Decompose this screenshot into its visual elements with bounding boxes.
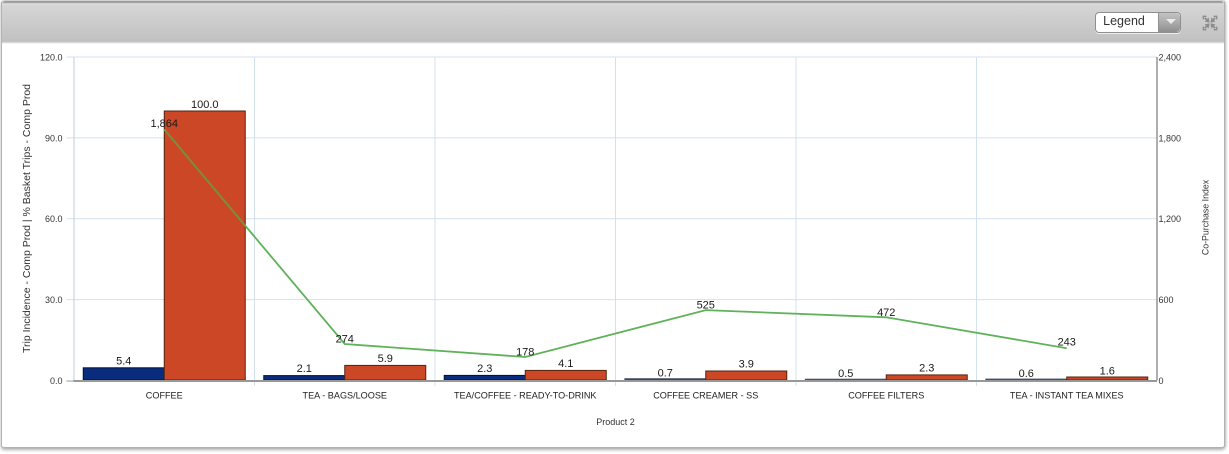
svg-text:0.7: 0.7 <box>658 368 673 380</box>
svg-text:Trip Incidence - Comp Prod | %: Trip Incidence - Comp Prod | % Basket Tr… <box>21 84 33 353</box>
svg-text:1.6: 1.6 <box>1100 366 1115 378</box>
svg-text:60.0: 60.0 <box>45 214 63 224</box>
svg-text:COFFEE CREAMER - SS: COFFEE CREAMER - SS <box>653 391 758 401</box>
svg-text:0.5: 0.5 <box>838 368 853 380</box>
svg-text:120.0: 120.0 <box>40 52 63 62</box>
svg-text:90.0: 90.0 <box>45 133 63 143</box>
svg-text:TEA - INSTANT TEA MIXES: TEA - INSTANT TEA MIXES <box>1010 391 1124 401</box>
svg-text:243: 243 <box>1058 337 1076 349</box>
svg-text:1,800: 1,800 <box>1159 133 1182 143</box>
svg-text:0.0: 0.0 <box>50 376 63 386</box>
svg-text:Co-Purchase Index: Co-Purchase Index <box>1201 179 1211 255</box>
svg-text:5.4: 5.4 <box>116 355 131 367</box>
svg-text:1,864: 1,864 <box>150 118 178 130</box>
svg-text:472: 472 <box>877 307 895 319</box>
svg-text:5.9: 5.9 <box>378 353 393 365</box>
svg-text:178: 178 <box>516 347 534 359</box>
svg-text:3.9: 3.9 <box>739 359 754 371</box>
svg-text:TEA/COFFEE - READY-TO-DRINK: TEA/COFFEE - READY-TO-DRINK <box>454 391 596 401</box>
svg-text:TEA - BAGS/LOOSE: TEA - BAGS/LOOSE <box>303 391 387 401</box>
svg-text:0.6: 0.6 <box>1019 368 1034 380</box>
svg-text:2.1: 2.1 <box>297 363 312 375</box>
svg-text:274: 274 <box>336 334 354 346</box>
svg-text:30.0: 30.0 <box>45 295 63 305</box>
svg-text:4.1: 4.1 <box>558 358 573 370</box>
svg-text:Product 2: Product 2 <box>596 417 635 427</box>
svg-text:2.3: 2.3 <box>477 363 492 375</box>
svg-text:2.3: 2.3 <box>919 363 934 375</box>
svg-text:2,400: 2,400 <box>1159 52 1182 62</box>
svg-text:525: 525 <box>697 300 715 312</box>
svg-text:1,200: 1,200 <box>1159 214 1182 224</box>
svg-text:COFFEE: COFFEE <box>146 391 183 401</box>
svg-text:0: 0 <box>1159 376 1164 386</box>
svg-text:600: 600 <box>1159 295 1174 305</box>
svg-text:COFFEE FILTERS: COFFEE FILTERS <box>848 391 924 401</box>
svg-text:100.0: 100.0 <box>191 99 219 111</box>
